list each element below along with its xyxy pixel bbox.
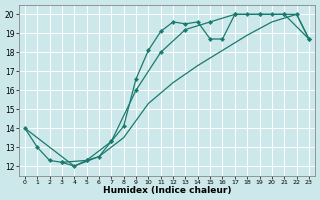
X-axis label: Humidex (Indice chaleur): Humidex (Indice chaleur) (103, 186, 231, 195)
